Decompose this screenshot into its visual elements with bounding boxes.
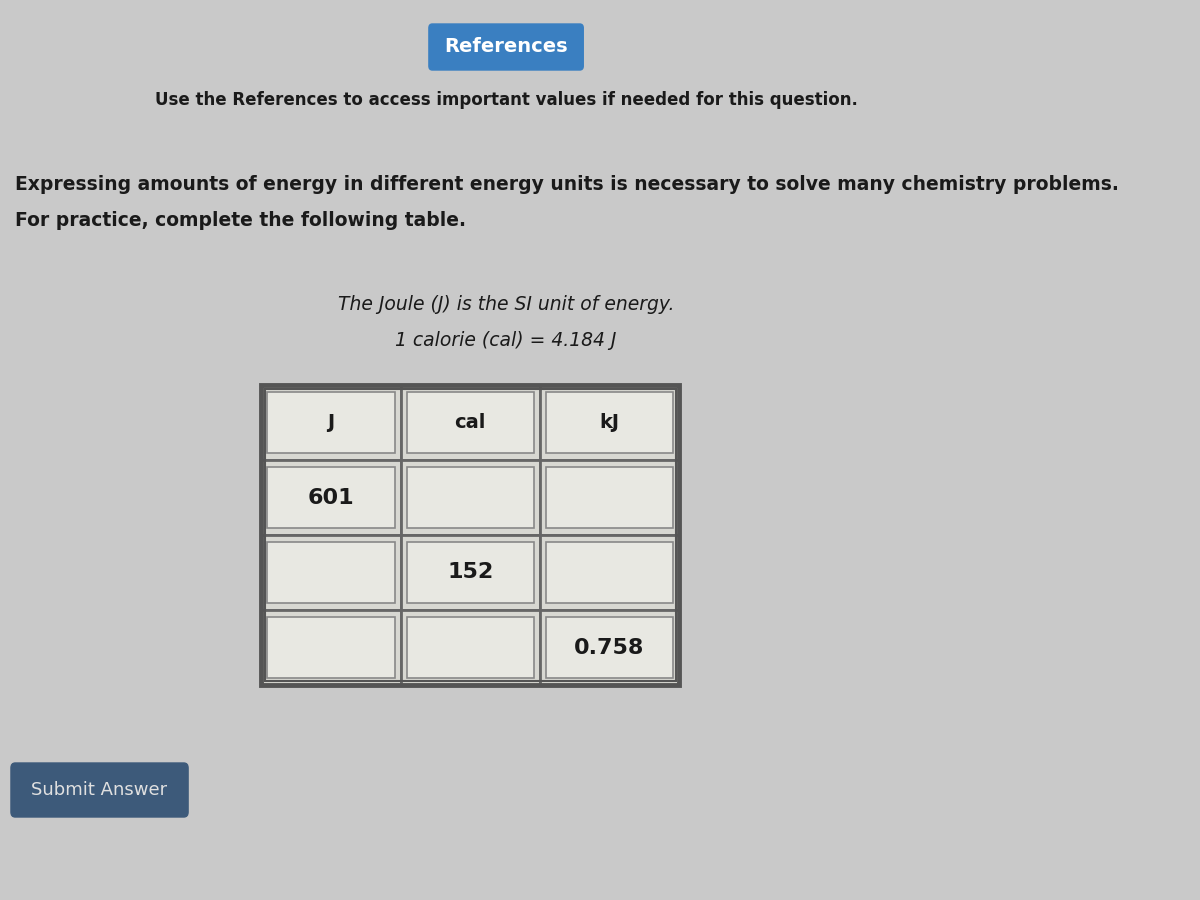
Bar [407,467,534,528]
Text: 1 calorie (cal) = 4.184 J: 1 calorie (cal) = 4.184 J [396,330,617,349]
Bar [265,389,676,681]
Text: Submit Answer: Submit Answer [31,781,168,799]
Bar [401,460,540,535]
Bar [407,392,534,453]
Bar [401,385,540,460]
Bar [546,467,673,528]
Text: For practice, complete the following table.: For practice, complete the following tab… [16,211,466,230]
Bar [262,385,679,685]
Text: 0.758: 0.758 [575,637,644,658]
Bar [268,542,395,603]
Bar [262,460,401,535]
Text: J: J [328,413,335,432]
Bar [268,617,395,678]
FancyBboxPatch shape [428,24,583,70]
Bar [540,385,679,460]
Text: kJ: kJ [600,413,619,432]
Bar [540,535,679,610]
Bar [262,385,401,460]
Bar [546,617,673,678]
Bar [262,535,401,610]
Text: References: References [444,38,568,57]
Bar [262,610,401,685]
Bar [268,392,395,453]
Text: 601: 601 [307,488,354,508]
Bar [407,617,534,678]
Bar [268,467,395,528]
Text: cal: cal [455,413,486,432]
Text: 152: 152 [448,562,493,582]
Text: Expressing amounts of energy in different energy units is necessary to solve man: Expressing amounts of energy in differen… [16,176,1120,194]
Text: Use the References to access important values if needed for this question.: Use the References to access important v… [155,91,858,109]
FancyBboxPatch shape [11,763,188,817]
Bar [401,610,540,685]
Bar [546,542,673,603]
Bar [540,610,679,685]
Bar [546,392,673,453]
Text: The Joule (J) is the SI unit of energy.: The Joule (J) is the SI unit of energy. [338,295,674,314]
Bar [540,460,679,535]
Bar [407,542,534,603]
Bar [262,385,679,685]
Bar [401,535,540,610]
